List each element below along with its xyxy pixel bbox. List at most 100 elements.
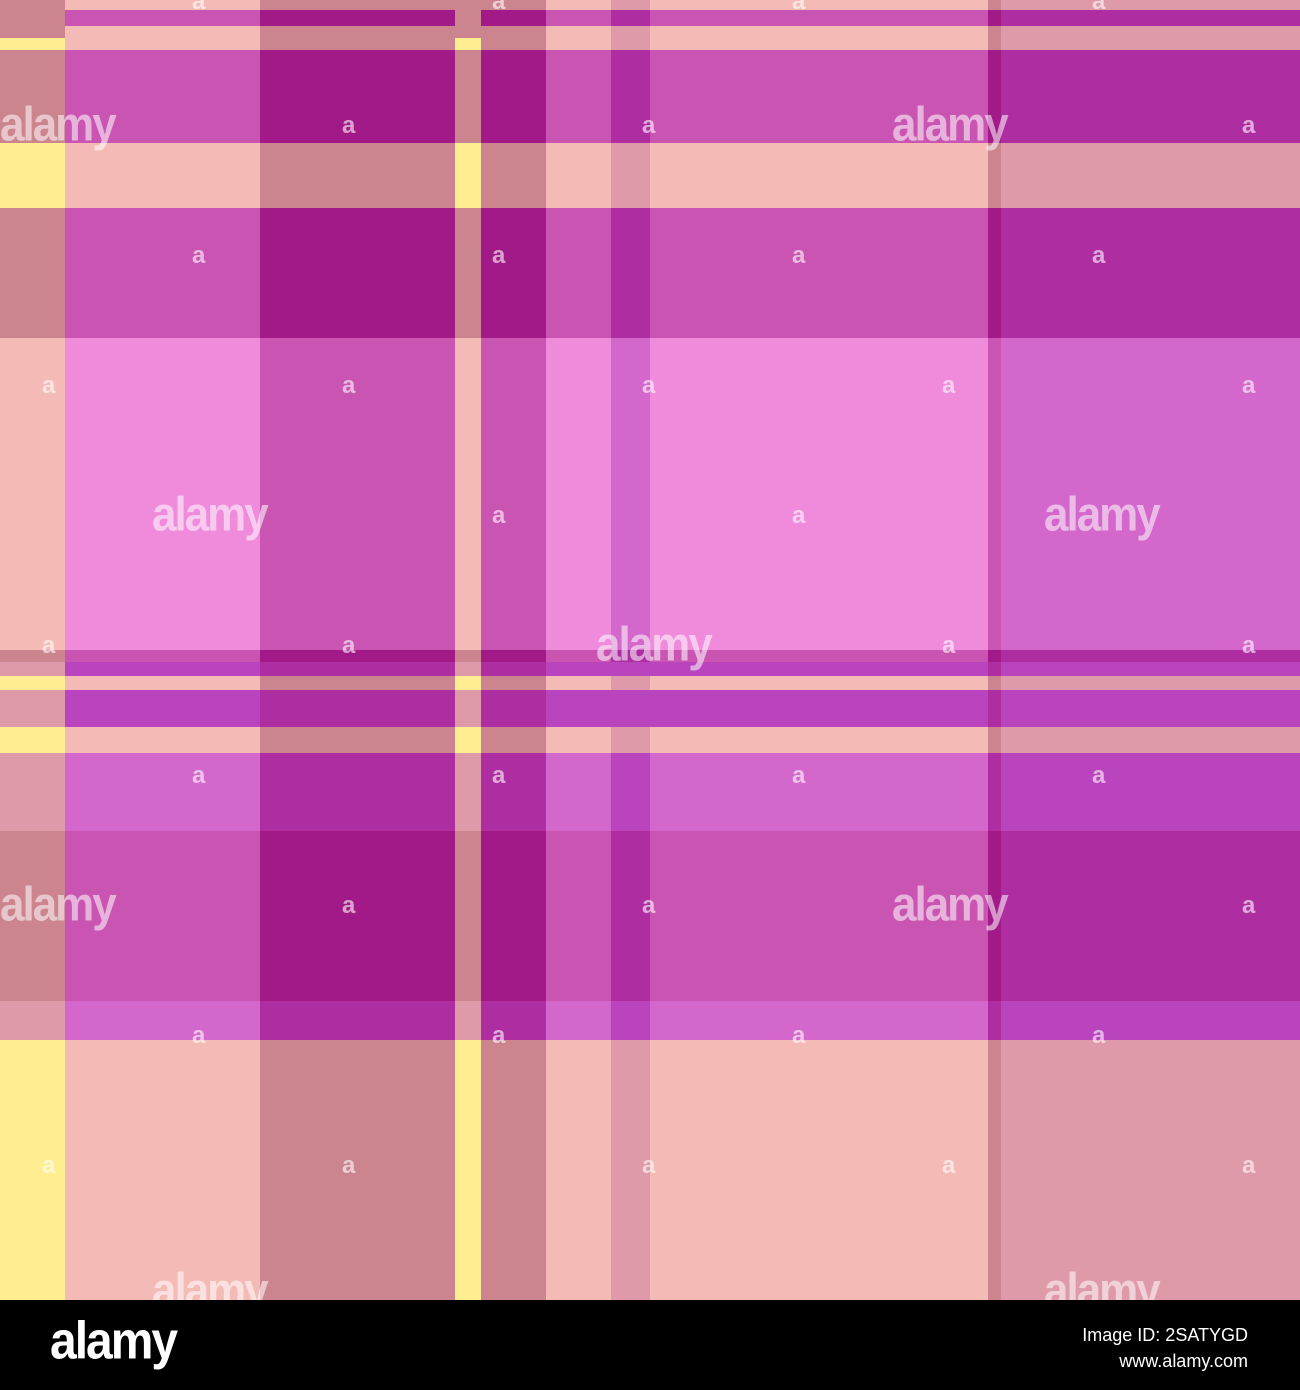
plaid-cell	[611, 831, 650, 1001]
plaid-cell	[650, 26, 988, 38]
plaid-cell	[988, 727, 1001, 753]
plaid-cell	[260, 0, 455, 10]
plaid-cell	[650, 727, 988, 753]
plaid-cell	[65, 1001, 260, 1040]
plaid-cell	[650, 831, 988, 1001]
image-id: Image ID: 2SATYGD	[1082, 1325, 1248, 1345]
plaid-cell	[0, 753, 65, 831]
plaid-cell	[546, 727, 611, 753]
plaid-cell	[260, 1001, 455, 1040]
plaid-cell	[260, 143, 455, 208]
plaid-cell	[481, 143, 546, 208]
plaid-pattern	[0, 0, 1300, 1300]
plaid-cell	[546, 338, 611, 650]
plaid-cell	[260, 10, 455, 26]
plaid-cell	[611, 26, 650, 38]
plaid-cell	[988, 662, 1001, 676]
plaid-cell	[260, 662, 455, 676]
plaid-cell	[481, 338, 546, 650]
plaid-cell	[546, 1001, 611, 1040]
plaid-cell	[611, 1001, 650, 1040]
plaid-cell	[611, 690, 650, 727]
plaid-cell	[650, 143, 988, 208]
plaid-cell	[455, 1040, 481, 1300]
plaid-cell	[260, 727, 455, 753]
plaid-cell	[611, 50, 650, 143]
plaid-cell	[546, 208, 611, 338]
plaid-cell	[455, 676, 481, 690]
plaid-cell	[481, 753, 546, 831]
plaid-cell	[1001, 1001, 1300, 1040]
plaid-cell	[1001, 38, 1300, 50]
plaid-cell	[260, 338, 455, 650]
plaid-cell	[65, 143, 260, 208]
plaid-cell	[546, 50, 611, 143]
plaid-cell	[455, 26, 481, 38]
plaid-cell	[611, 338, 650, 650]
plaid-cell	[1001, 753, 1300, 831]
plaid-cell	[260, 50, 455, 143]
plaid-cell	[0, 10, 65, 26]
plaid-cell	[1001, 143, 1300, 208]
plaid-cell	[260, 38, 455, 50]
plaid-cell	[546, 143, 611, 208]
plaid-cell	[455, 38, 481, 50]
site-url: www.alamy.com	[1119, 1351, 1248, 1371]
plaid-cell	[611, 38, 650, 50]
plaid-cell	[481, 0, 546, 10]
plaid-cell	[988, 1001, 1001, 1040]
plaid-cell	[0, 50, 65, 143]
plaid-cell	[65, 50, 260, 143]
plaid-cell	[260, 753, 455, 831]
plaid-cell	[546, 831, 611, 1001]
plaid-cell	[455, 650, 481, 662]
plaid-cell	[65, 338, 260, 650]
plaid-cell	[611, 753, 650, 831]
footer-bar: alamy Image ID: 2SATYGD www.alamy.com	[0, 1300, 1300, 1390]
plaid-cell	[0, 0, 65, 10]
plaid-cell	[0, 26, 65, 38]
plaid-cell	[988, 338, 1001, 650]
plaid-cell	[455, 753, 481, 831]
plaid-cell	[546, 690, 611, 727]
plaid-cell	[546, 26, 611, 38]
plaid-cell	[546, 650, 611, 662]
plaid-cell	[650, 0, 988, 10]
footer-logo: alamy	[50, 1312, 178, 1371]
plaid-cell	[546, 0, 611, 10]
plaid-cell	[546, 10, 611, 26]
plaid-cell	[650, 38, 988, 50]
plaid-cell	[988, 753, 1001, 831]
plaid-cell	[481, 727, 546, 753]
plaid-cell	[481, 662, 546, 676]
plaid-cell	[1001, 676, 1300, 690]
plaid-cell	[546, 662, 611, 676]
plaid-cell	[1001, 690, 1300, 727]
plaid-cell	[611, 1040, 650, 1300]
plaid-cell	[65, 10, 260, 26]
plaid-cell	[455, 50, 481, 143]
plaid-cell	[650, 650, 988, 662]
plaid-cell	[65, 0, 260, 10]
plaid-cell	[650, 50, 988, 143]
plaid-cell	[481, 208, 546, 338]
plaid-cell	[988, 676, 1001, 690]
plaid-cell	[0, 690, 65, 727]
plaid-cell	[0, 38, 65, 50]
plaid-cell	[260, 208, 455, 338]
plaid-cell	[65, 676, 260, 690]
plaid-cell	[611, 143, 650, 208]
plaid-cell	[611, 662, 650, 676]
plaid-cell	[1001, 50, 1300, 143]
plaid-cell	[65, 38, 260, 50]
plaid-cell	[0, 831, 65, 1001]
plaid-cell	[455, 208, 481, 338]
plaid-cell	[455, 0, 481, 10]
plaid-cell	[65, 727, 260, 753]
plaid-cell	[546, 676, 611, 690]
plaid-cell	[650, 1040, 988, 1300]
plaid-cell	[611, 650, 650, 662]
plaid-cell	[1001, 662, 1300, 676]
plaid-cell	[988, 0, 1001, 10]
plaid-cell	[260, 690, 455, 727]
